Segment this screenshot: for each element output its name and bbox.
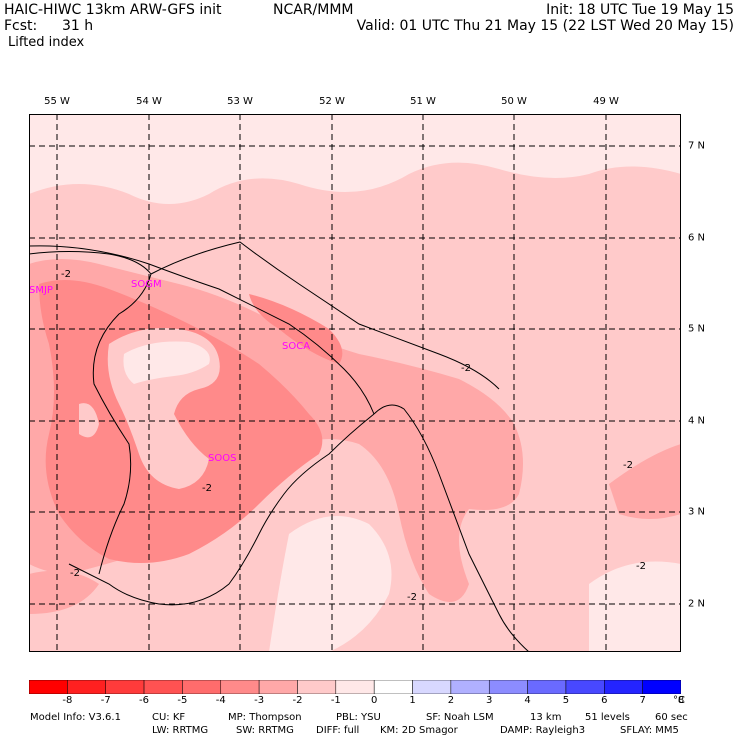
colorbar xyxy=(29,680,681,694)
colorbar-tick-label: -5 xyxy=(177,695,188,706)
lon-label-53w: 53 W xyxy=(227,96,253,107)
colorbar-segment xyxy=(335,680,375,694)
colorbar-segment xyxy=(182,680,222,694)
field-title: Lifted index xyxy=(8,35,85,50)
colorbar-unit: °C xyxy=(673,695,685,706)
colorbar-segment xyxy=(642,680,681,694)
colorbar-segment xyxy=(67,680,106,694)
colorbar-segment xyxy=(604,680,643,694)
colorbar-tick-label: 1 xyxy=(409,695,416,706)
colorbar-segment xyxy=(220,680,260,694)
station-labels: SMJP SOGM SOCA SOOS xyxy=(29,279,310,464)
colorbar-segment xyxy=(29,680,68,694)
colorbar-tick-label: -3 xyxy=(254,695,265,706)
colorbar-segment xyxy=(527,680,567,694)
colorbar-tick-label: 4 xyxy=(524,695,531,706)
lon-label-51w: 51 W xyxy=(410,96,436,107)
lon-label-52w: 52 W xyxy=(319,96,345,107)
footer-model-info: Model Info: V3.6.1 xyxy=(30,712,121,723)
lat-label-5n: 5 N xyxy=(688,323,706,335)
colorbar-segment xyxy=(450,680,490,694)
graticule xyxy=(29,114,681,652)
contour-label: -2 xyxy=(61,269,71,280)
colorbar-tick-label: -2 xyxy=(292,695,303,706)
colorbar-tick-label: -4 xyxy=(215,695,226,706)
contour-label: -2 xyxy=(461,363,471,374)
colorbar-segment xyxy=(488,680,528,694)
contour-label: -2 xyxy=(623,460,633,471)
model-title: HAIC-HIWC 13km ARW-GFS init xyxy=(4,2,222,18)
colorbar-tick-label: 2 xyxy=(447,695,455,706)
footer-damp: DAMP: Rayleigh3 xyxy=(500,725,586,736)
lon-label-54w: 54 W xyxy=(136,96,162,107)
contour-label: -2 xyxy=(202,483,212,494)
light-patches xyxy=(29,114,681,652)
footer-levels: 51 levels xyxy=(585,712,630,723)
lat-label-6n: 6 N xyxy=(688,232,706,244)
colorbar-segment xyxy=(258,680,298,694)
init-time: Init: 18 UTC Tue 19 May 15 xyxy=(546,2,734,18)
station-soca: SOCA xyxy=(282,341,310,352)
colorbar-tick-label: -6 xyxy=(139,695,150,706)
center-label: NCAR/MMM xyxy=(273,2,354,18)
inner-blob-light xyxy=(123,341,210,384)
lat-label-3n: 3 N xyxy=(688,506,706,518)
boundaries xyxy=(29,241,530,652)
footer-cu: CU: KF xyxy=(152,712,186,723)
colorbar-segment xyxy=(297,680,337,694)
footer-sflay: SFLAY: MM5 xyxy=(620,725,679,736)
fcst-label: Fcst: xyxy=(4,18,38,34)
lat-label-4n: 4 N xyxy=(688,415,706,427)
colorbar-segment xyxy=(565,680,605,694)
lon-label-50w: 50 W xyxy=(501,96,527,107)
fcst-value: 31 h xyxy=(62,18,94,34)
footer-lw: LW: RRTMG xyxy=(152,725,209,736)
colorbar-tick-label: -8 xyxy=(62,695,73,706)
contour-labels: -2 -2 -2 -2 -2 -2 -2 -2 xyxy=(61,269,646,603)
colorbar-tick-label: -1 xyxy=(330,695,341,706)
footer-sf: SF: Noah LSM xyxy=(426,712,494,723)
lifted-index-map: -2 -2 -2 -2 -2 -2 -2 -2 SMJP SOGM SOCA S… xyxy=(29,114,681,652)
colorbar-tick-label: -7 xyxy=(100,695,111,706)
footer-pbl: PBL: YSU xyxy=(336,712,381,723)
lon-label-49w: 49 W xyxy=(593,96,619,107)
footer-diff: DIFF: full xyxy=(316,725,360,736)
colorbar-tick-label: 3 xyxy=(486,695,493,706)
footer-km: KM: 2D Smagor xyxy=(380,725,458,736)
footer-res: 13 km xyxy=(530,712,562,723)
station-smjp: SMJP xyxy=(29,285,53,296)
station-soos: SOOS xyxy=(208,453,236,464)
contour-label: -2 xyxy=(70,568,80,579)
colorbar-segment xyxy=(143,680,183,694)
contour-label: -2 xyxy=(636,561,646,572)
footer-dt: 60 sec xyxy=(655,712,688,723)
lat-label-2n: 2 N xyxy=(688,598,706,610)
colorbar-segment xyxy=(373,680,413,694)
valid-time: Valid: 01 UTC Thu 21 May 15 (22 LST Wed … xyxy=(356,18,734,34)
colorbar-segment xyxy=(412,680,452,694)
colorbar-segment xyxy=(105,680,145,694)
colorbar-tick-label: 6 xyxy=(601,695,608,706)
colorbar-tick-label: 5 xyxy=(562,695,570,706)
contour-label: -2 xyxy=(407,592,417,603)
lat-label-7n: 7 N xyxy=(688,140,706,152)
colorbar-tick-label: 0 xyxy=(370,695,378,706)
footer-sw: SW: RRTMG xyxy=(236,725,294,736)
footer-mp: MP: Thompson xyxy=(228,712,302,723)
colorbar-tick-label: 8 xyxy=(677,695,685,706)
map-frame xyxy=(29,114,681,652)
lon-label-55w: 55 W xyxy=(44,96,70,107)
colorbar-tick-label: 7 xyxy=(639,695,646,706)
station-sogm: SOGM xyxy=(131,279,162,290)
